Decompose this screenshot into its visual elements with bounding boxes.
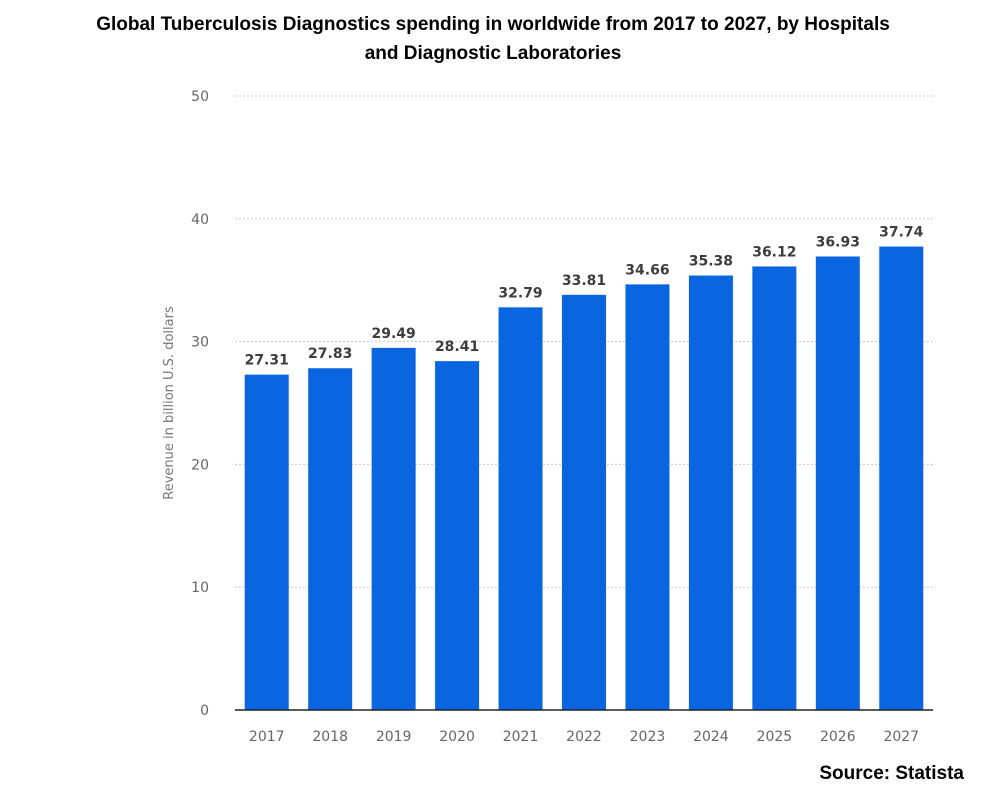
bar: [371, 347, 416, 710]
chart-title: Global Tuberculosis Diagnostics spending…: [0, 10, 986, 68]
y-tick-label: 50: [191, 89, 209, 105]
value-label: 36.12: [752, 244, 796, 260]
y-tick-label: 10: [191, 580, 209, 596]
bar: [752, 266, 797, 710]
bar: [688, 275, 733, 710]
value-label: 35.38: [689, 254, 733, 270]
y-tick-label: 0: [200, 703, 209, 719]
value-label: 29.49: [371, 326, 415, 342]
x-tick-label: 2026: [820, 729, 856, 745]
value-label: 33.81: [562, 273, 606, 289]
bar: [498, 307, 543, 710]
value-label: 36.93: [816, 234, 860, 250]
bar: [879, 246, 924, 710]
chart-title-line-2: and Diagnostic Laboratories: [364, 43, 622, 64]
value-label: 34.66: [625, 262, 669, 278]
x-tick-label: 2017: [249, 729, 285, 745]
value-label: 28.41: [435, 339, 479, 355]
value-label: 27.83: [308, 346, 352, 362]
source-note: Source: Statista: [819, 763, 964, 784]
x-tick-label: 2020: [439, 729, 475, 745]
x-axis-ticks: 2017 2018 2019 2020 2021 2022 2023 2024 2025 2026…: [249, 729, 919, 745]
x-tick-label: 2019: [376, 729, 412, 745]
x-tick-label: 2023: [630, 729, 666, 745]
bar: [244, 374, 289, 710]
y-axis-ticks: 0 10 20 30 40 50: [191, 89, 209, 719]
value-label: 37.74: [879, 225, 924, 241]
y-tick-label: 30: [191, 335, 209, 351]
x-tick-label: 2024: [693, 729, 729, 745]
value-label: 27.31: [245, 353, 289, 369]
x-tick-label: 2027: [883, 729, 919, 745]
x-tick-label: 2018: [312, 729, 348, 745]
bar: [435, 361, 480, 710]
bar: [308, 368, 353, 710]
bars: [244, 246, 924, 710]
y-tick-label: 20: [191, 457, 209, 473]
y-axis-label: Revenue in billion U.S. dollars: [162, 306, 177, 500]
chart-title-line-1: Global Tuberculosis Diagnostics spending…: [96, 14, 890, 35]
x-tick-label: 2022: [566, 729, 602, 745]
bar: [562, 294, 606, 710]
x-tick-label: 2021: [503, 729, 539, 745]
y-tick-label: 40: [191, 212, 209, 228]
bar: [815, 256, 860, 710]
value-label: 32.79: [498, 285, 542, 301]
bar: [625, 284, 670, 710]
value-labels: 27.31 27.83 29.49 28.41 32.79 33.81 34.66 35.38…: [245, 225, 924, 369]
x-tick-label: 2025: [757, 729, 793, 745]
